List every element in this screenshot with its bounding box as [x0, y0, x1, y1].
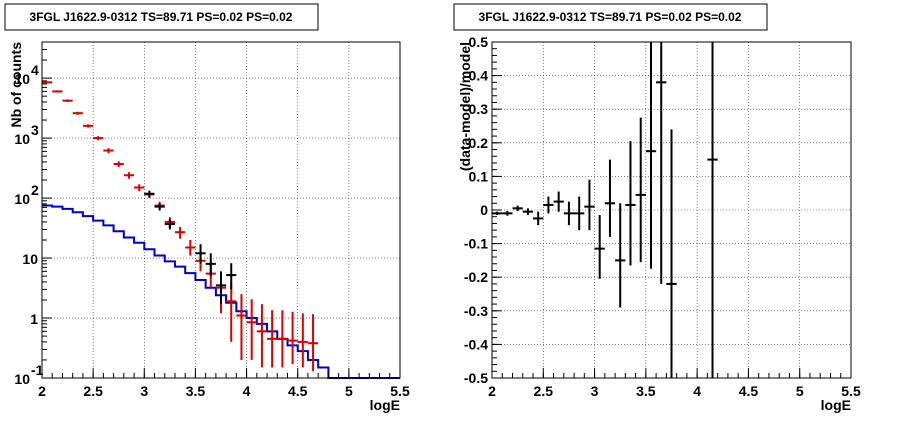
left-y-tick-label: 10: [22, 251, 38, 267]
left-x-tick-label: 4.5: [288, 383, 308, 399]
left-panel: 3FGL J1622.9-0312 TS=89.71 PS=0.02 PS=0.…: [4, 3, 410, 413]
right-x-tick-label: 3.5: [636, 383, 656, 399]
left-y-tick-label: 10: [14, 191, 30, 207]
right-x-tick-label: 2: [488, 383, 496, 399]
left-title-box: [4, 3, 319, 31]
left-y-tick-label: 10: [14, 371, 30, 387]
right-title: 3FGL J1622.9-0312 TS=89.71 PS=0.02 PS=0.…: [479, 10, 742, 24]
right-y-tick-label: 0.2: [469, 135, 489, 151]
left-x-tick-label: 3: [140, 383, 148, 399]
left-x-axis-title: logE: [370, 397, 400, 413]
left-x-tick-label: 2.5: [83, 383, 103, 399]
right-x-tick-label: 2.5: [534, 383, 554, 399]
left-y-axis-title: Nb of counts: [8, 42, 24, 128]
left-y-tick-exponent: 4: [31, 62, 39, 78]
right-x-tick-label: 5.5: [841, 383, 861, 399]
left-x-tick-label: 5: [345, 383, 353, 399]
left-black-points: [144, 190, 237, 305]
left-x-tick-label: 4: [243, 383, 251, 399]
right-x-axis-title: logE: [821, 397, 851, 413]
right-y-tick-label: 0.3: [469, 101, 489, 117]
left-x-tick-label: 5.5: [390, 383, 410, 399]
left-y-tick-exponent: 3: [31, 122, 39, 138]
right-y-tick-label: 0.5: [469, 34, 489, 50]
right-grid: [492, 42, 851, 378]
right-x-tick-label: 5: [796, 383, 804, 399]
left-x-tick-label: 2: [38, 383, 46, 399]
left-x-tick-label: 3.5: [186, 383, 206, 399]
right-y-axis-title: (data-model)/model: [457, 42, 473, 171]
left-title: 3FGL J1622.9-0312 TS=89.71 PS=0.02 PS=0.…: [30, 10, 293, 24]
left-y-tick-exponent: 2: [31, 182, 39, 198]
right-y-tick-label: -0.2: [464, 269, 488, 285]
right-title-box: [453, 3, 768, 31]
right-y-tick-label: 0.4: [469, 68, 489, 84]
right-x-tick-label: 4: [693, 383, 701, 399]
left-grid: [42, 42, 400, 378]
right-residual-points: [492, 42, 718, 378]
right-y-tick-label: -0.3: [464, 303, 488, 319]
left-y-tick-label: 1: [30, 311, 38, 327]
right-y-tick-label: 0.1: [469, 168, 489, 184]
right-y-tick-label: -0.1: [464, 236, 488, 252]
left-y-tick-label: 10: [14, 71, 30, 87]
right-x-tick-label: 4.5: [739, 383, 759, 399]
right-y-axis: -0.5 -0.4 -0.3 -0.2 -0.1 0 0.1 0.2 0.3 0.4 0.5: [464, 34, 502, 386]
right-x-axis: 2 2.5 3 3.5 4 4.5 5 5.5: [488, 368, 861, 399]
right-x-tick-label: 3: [591, 383, 599, 399]
right-y-tick-label: 0: [480, 202, 488, 218]
left-x-axis: 2 2.5 3 3.5 4 4.5 5 5.5: [38, 368, 410, 399]
left-y-tick-exponent: -1: [31, 362, 44, 378]
left-plot-frame: [41, 41, 401, 379]
right-panel: 3FGL J1622.9-0312 TS=89.71 PS=0.02 PS=0.…: [453, 3, 861, 413]
left-red-points: [42, 81, 319, 372]
right-y-tick-label: -0.4: [464, 336, 488, 352]
right-y-tick-label: -0.5: [464, 370, 488, 386]
left-y-tick-label: 10: [14, 131, 30, 147]
